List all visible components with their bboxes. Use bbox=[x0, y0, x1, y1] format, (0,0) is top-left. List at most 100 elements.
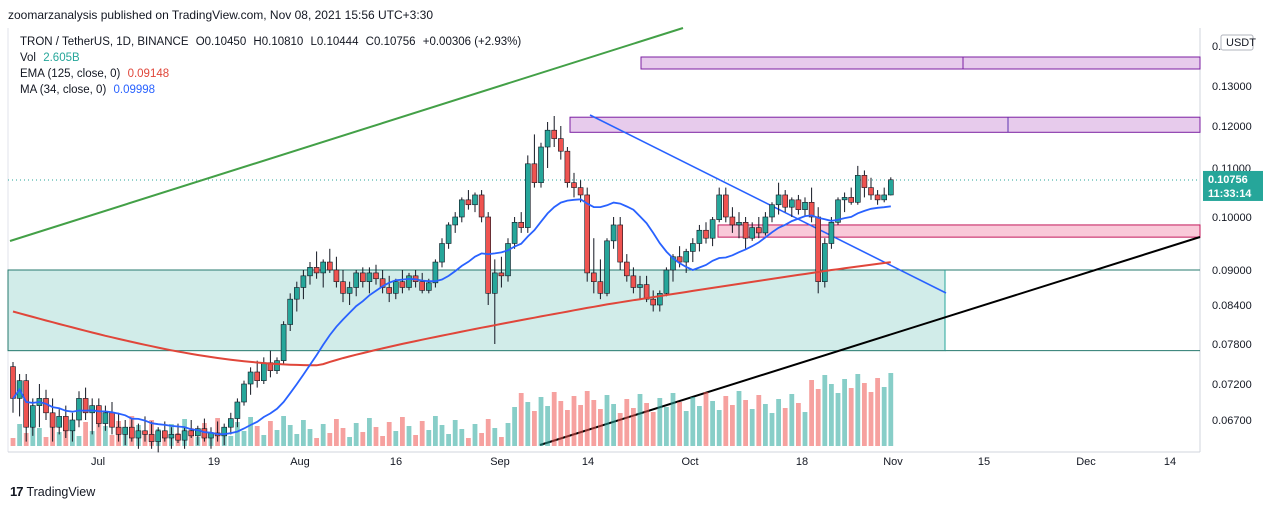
candle-body[interactable] bbox=[122, 426, 128, 435]
candle-body[interactable] bbox=[340, 281, 346, 294]
candle-body[interactable] bbox=[89, 405, 95, 414]
tradingview-footer[interactable]: 17 TradingView bbox=[10, 484, 95, 499]
resistance-zone-2[interactable] bbox=[640, 56, 1201, 70]
candle-body[interactable] bbox=[709, 219, 716, 239]
candle-body[interactable] bbox=[736, 222, 742, 226]
candle-body[interactable] bbox=[775, 194, 782, 206]
legend-ma-row[interactable]: MA (34, close, 0) 0.09998 bbox=[20, 82, 525, 98]
legend-volume-row[interactable]: Vol 2.605B bbox=[20, 50, 525, 66]
upper-channel-line[interactable] bbox=[9, 27, 684, 242]
candle-body[interactable] bbox=[643, 284, 650, 300]
candle-body[interactable] bbox=[637, 284, 643, 288]
candle-body[interactable] bbox=[386, 287, 393, 294]
candle-body[interactable] bbox=[142, 430, 148, 435]
ema-line[interactable] bbox=[12, 261, 891, 367]
candle-body[interactable] bbox=[135, 430, 142, 439]
candle-body[interactable] bbox=[379, 278, 386, 288]
candle-body[interactable] bbox=[162, 430, 168, 439]
candle-body[interactable] bbox=[458, 199, 465, 218]
candle-body[interactable] bbox=[148, 434, 155, 442]
candle-body[interactable] bbox=[564, 150, 571, 183]
candle-body[interactable] bbox=[551, 129, 558, 139]
demand-zone[interactable] bbox=[7, 269, 946, 352]
candle-body[interactable] bbox=[485, 216, 492, 294]
candle-body[interactable] bbox=[168, 434, 175, 439]
candle-body[interactable] bbox=[656, 293, 663, 306]
candle-body[interactable] bbox=[228, 418, 234, 428]
candle-body[interactable] bbox=[650, 298, 657, 306]
candle-body[interactable] bbox=[874, 194, 881, 201]
candle-body[interactable] bbox=[346, 287, 353, 294]
candle-body[interactable] bbox=[848, 197, 855, 203]
candle-body[interactable] bbox=[610, 224, 617, 242]
candle-body[interactable] bbox=[260, 362, 267, 381]
candle-body[interactable] bbox=[821, 243, 828, 282]
candle-body[interactable] bbox=[326, 261, 333, 271]
candle-body[interactable] bbox=[835, 199, 841, 223]
candle-body[interactable] bbox=[491, 272, 498, 294]
candle-body[interactable] bbox=[861, 175, 868, 188]
candle-body[interactable] bbox=[399, 281, 406, 288]
candle-body[interactable] bbox=[511, 222, 518, 244]
candle-body[interactable] bbox=[597, 281, 604, 294]
candle-body[interactable] bbox=[115, 426, 122, 435]
candle-body[interactable] bbox=[538, 146, 544, 184]
candle-body[interactable] bbox=[49, 412, 56, 428]
candle-body[interactable] bbox=[129, 426, 135, 439]
candle-body[interactable] bbox=[749, 227, 756, 239]
candle-body[interactable] bbox=[590, 272, 597, 282]
currency-label-box[interactable] bbox=[1220, 34, 1254, 51]
candle-body[interactable] bbox=[762, 216, 769, 234]
candle-body[interactable] bbox=[425, 282, 432, 291]
candle-body[interactable] bbox=[406, 275, 412, 288]
candle-body[interactable] bbox=[584, 194, 591, 274]
candle-body[interactable] bbox=[518, 222, 525, 228]
candle-body[interactable] bbox=[373, 272, 379, 280]
legend-ema-row[interactable]: EMA (125, close, 0) 0.09148 bbox=[20, 66, 525, 82]
candle-body[interactable] bbox=[62, 416, 69, 432]
candle-body[interactable] bbox=[432, 261, 439, 284]
candle-body[interactable] bbox=[788, 199, 795, 208]
candle-body[interactable] bbox=[577, 187, 584, 196]
resistance-zone-1[interactable] bbox=[569, 116, 1201, 133]
candle-body[interactable] bbox=[828, 222, 835, 244]
candle-body[interactable] bbox=[755, 227, 762, 234]
candle-body[interactable] bbox=[498, 272, 505, 277]
candle-body[interactable] bbox=[465, 199, 472, 206]
candle-body[interactable] bbox=[722, 194, 729, 218]
candle-body[interactable] bbox=[23, 380, 30, 428]
candle-body[interactable] bbox=[472, 194, 478, 206]
plot-area[interactable] bbox=[8, 28, 1200, 452]
candle-body[interactable] bbox=[392, 281, 399, 294]
candle-body[interactable] bbox=[696, 229, 703, 244]
candle-body[interactable] bbox=[181, 430, 188, 441]
candle-body[interactable] bbox=[188, 430, 194, 437]
legend-ohlc-row[interactable]: TRON / TetherUS, 1D, BINANCE O0.10450 H0… bbox=[20, 34, 525, 50]
candle-body[interactable] bbox=[274, 360, 280, 371]
candle-body[interactable] bbox=[630, 275, 637, 288]
candle-body[interactable] bbox=[881, 194, 888, 201]
candle-body[interactable] bbox=[307, 267, 313, 277]
candle-body[interactable] bbox=[293, 287, 300, 300]
candle-body[interactable] bbox=[557, 138, 564, 152]
candle-body[interactable] bbox=[96, 405, 102, 424]
candle-body[interactable] bbox=[531, 163, 538, 184]
candle-body[interactable] bbox=[287, 298, 294, 325]
candle-body[interactable] bbox=[234, 401, 241, 419]
candle-body[interactable] bbox=[201, 428, 208, 439]
candle-body[interactable] bbox=[76, 398, 82, 421]
candle-body[interactable] bbox=[300, 275, 307, 288]
candle-body[interactable] bbox=[452, 216, 459, 226]
candle-body[interactable] bbox=[366, 272, 373, 282]
candle-body[interactable] bbox=[439, 243, 445, 263]
candle-body[interactable] bbox=[505, 243, 511, 277]
candle-body[interactable] bbox=[10, 366, 16, 399]
candle-body[interactable] bbox=[445, 224, 452, 244]
candle-body[interactable] bbox=[604, 240, 610, 294]
candle-body[interactable] bbox=[623, 261, 630, 277]
candle-body[interactable] bbox=[802, 202, 808, 210]
candle-body[interactable] bbox=[795, 199, 802, 210]
candle-body[interactable] bbox=[689, 243, 696, 252]
candle-body[interactable] bbox=[155, 430, 161, 442]
